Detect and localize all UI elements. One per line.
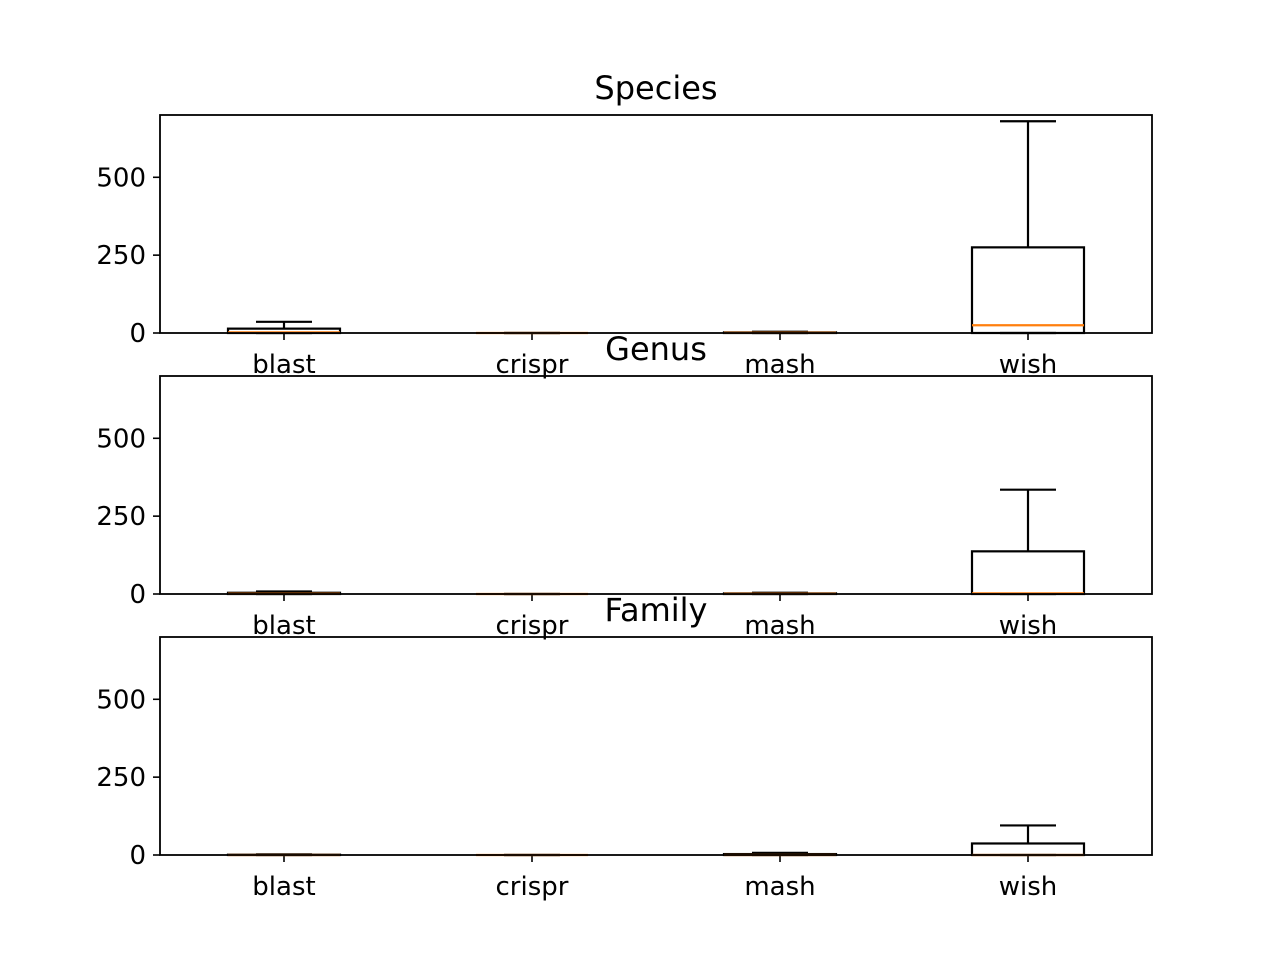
y-tick-label: 0: [129, 580, 146, 610]
chart-panel-family: Family 0 250 500 blast crispr mash wish: [96, 591, 1153, 902]
chart-title: Species: [594, 69, 717, 107]
x-tick-label: blast: [252, 872, 315, 902]
chart-panel-genus: Genus 0 250 500 blast crispr mash wish: [96, 330, 1153, 641]
x-tick-label: wish: [999, 611, 1058, 641]
chart-panels: Species 0 250 500 blast crispr mash wish Genus 0 2…: [96, 69, 1153, 902]
x-tick-label: crispr: [496, 350, 569, 380]
chart-title: Genus: [605, 330, 707, 368]
y-tick-label: 500: [96, 685, 146, 715]
axes-frame: [159, 114, 1153, 334]
y-tick-label: 500: [96, 424, 146, 454]
x-tick-label: wish: [999, 872, 1058, 902]
x-tick-label: blast: [252, 611, 315, 641]
x-tick-label: mash: [744, 350, 815, 380]
y-tick-label: 500: [96, 163, 146, 193]
x-tick-label: crispr: [496, 872, 569, 902]
axes-frame: [159, 375, 1153, 595]
x-tick-label: mash: [744, 872, 815, 902]
y-tick-label: 250: [96, 502, 146, 532]
x-tick-label: wish: [999, 350, 1058, 380]
y-tick-label: 250: [96, 763, 146, 793]
y-tick-label: 0: [129, 841, 146, 871]
x-tick-label: crispr: [496, 611, 569, 641]
axes-frame: [159, 636, 1153, 856]
y-tick-label: 0: [129, 319, 146, 349]
chart-panel-species: Species 0 250 500 blast crispr mash wish: [96, 69, 1153, 380]
y-tick-label: 250: [96, 241, 146, 271]
x-tick-label: blast: [252, 350, 315, 380]
x-tick-label: mash: [744, 611, 815, 641]
chart-title: Family: [605, 591, 708, 629]
